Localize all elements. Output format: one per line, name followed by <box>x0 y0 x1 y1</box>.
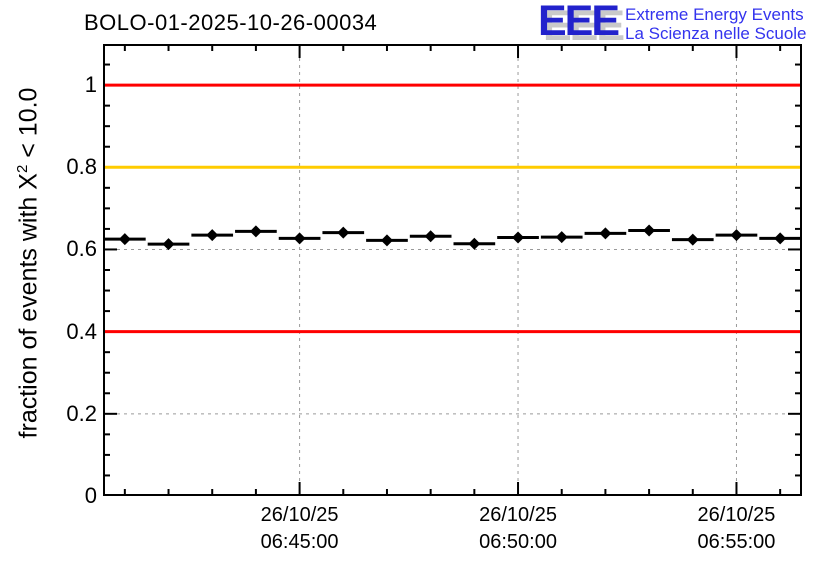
data-point <box>599 227 612 240</box>
x-axis-tick-label-line: 26/10/25 <box>260 504 339 526</box>
x-axis-tick-label: 26/10/25 06:55:00 <box>671 502 801 556</box>
y-axis-tick-label: 0.8 <box>66 154 97 180</box>
data-point <box>643 224 656 237</box>
data-point <box>206 229 219 242</box>
eee-logo-acronym-main: EEE <box>538 0 620 45</box>
eee-logo-text: Extreme Energy Events La Scienza nelle S… <box>618 1 806 43</box>
data-point <box>380 234 393 247</box>
y-axis-title-prefix: fraction of events with X <box>14 173 43 439</box>
data-point <box>337 226 350 239</box>
data-point <box>555 231 568 244</box>
data-point <box>468 237 481 250</box>
eee-logo-line-2: La Scienza nelle Scuole <box>625 24 807 43</box>
y-axis-title-superscript: 2 <box>14 164 31 174</box>
x-axis-tick-label-line: 26/10/25 <box>697 504 776 526</box>
y-axis-tick-label: 0 <box>84 483 97 508</box>
data-point <box>424 230 437 243</box>
x-axis-tick-label-line: 06:45:00 <box>260 531 339 553</box>
data-point <box>686 233 699 246</box>
y-axis-tick-label: 1 <box>84 72 97 98</box>
chart-plot-area <box>103 44 802 496</box>
eee-logo-acronym-shadow: EEE <box>543 2 625 50</box>
y-axis-tick-label: 0.4 <box>66 318 97 344</box>
x-axis-tick-label: 26/10/25 06:50:00 <box>453 502 583 556</box>
x-axis-tick-label-line: 26/10/25 <box>479 504 557 526</box>
data-point <box>162 238 175 251</box>
eee-logo-line-1: Extreme Energy Events <box>625 5 804 24</box>
y-axis-tick-label: 0.2 <box>66 400 97 426</box>
y-axis-tick-label: 0.6 <box>66 236 97 262</box>
data-point <box>249 225 262 238</box>
data-point <box>512 231 525 244</box>
y-axis-title-suffix: < 10.0 <box>14 87 43 165</box>
eee-logo-acronym: EEE EEE <box>538 0 625 48</box>
plot-frame <box>103 44 802 496</box>
data-point <box>293 232 306 245</box>
x-axis-tick-label-line: 06:55:00 <box>697 531 776 553</box>
data-point <box>118 233 131 246</box>
eee-logo: EEE EEE Extreme Energy Events La Scienza… <box>538 0 807 48</box>
plot-title: BOLO-01-2025-10-26-00034 <box>84 10 378 35</box>
data-point <box>774 232 787 245</box>
x-axis-tick-label-line: 06:50:00 <box>479 531 557 553</box>
x-axis-tick-label: 26/10/25 06:45:00 <box>235 502 365 556</box>
data-point <box>730 229 743 242</box>
